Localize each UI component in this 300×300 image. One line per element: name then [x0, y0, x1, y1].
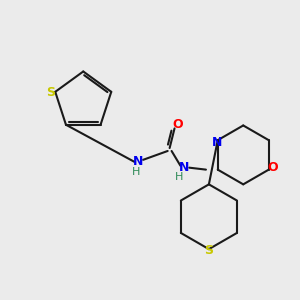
Text: O: O: [267, 161, 278, 174]
Text: O: O: [172, 118, 183, 131]
Text: N: N: [133, 155, 143, 168]
Text: S: S: [46, 86, 55, 99]
Text: H: H: [132, 167, 140, 177]
Text: N: N: [179, 161, 190, 174]
Text: S: S: [204, 244, 213, 256]
Text: N: N: [212, 136, 222, 148]
Text: H: H: [175, 172, 184, 182]
